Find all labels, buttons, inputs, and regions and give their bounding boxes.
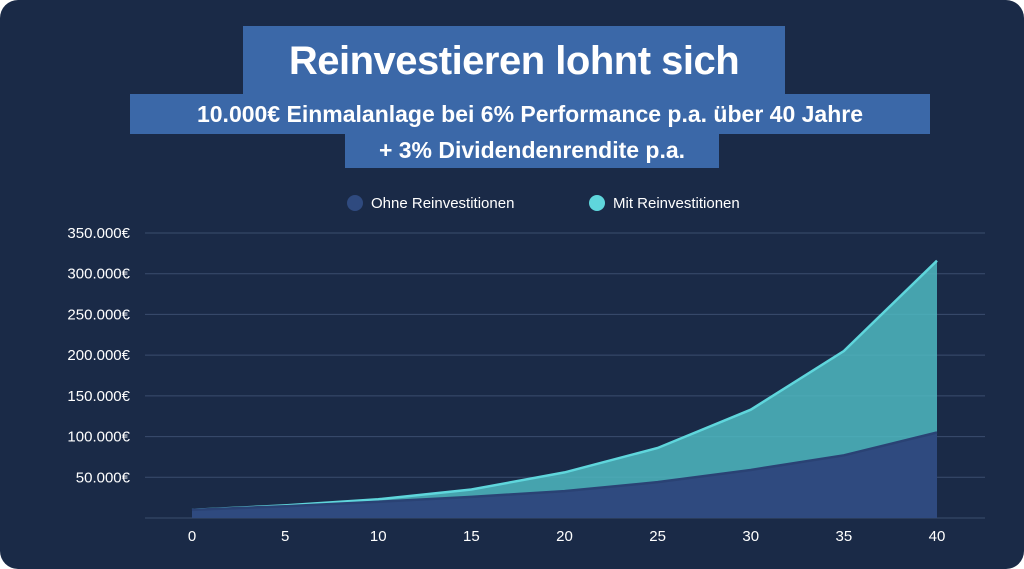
y-tick-label: 300.000€ xyxy=(67,266,130,283)
area-mit-reinvestitionen xyxy=(192,260,937,518)
y-tick-label: 100.000€ xyxy=(67,429,130,446)
legend-label-mit: Mit Reinvestitionen xyxy=(613,195,740,212)
x-tick-label: 5 xyxy=(281,528,289,545)
line-mit-reinvestitionen xyxy=(191,259,938,512)
subtitle-line-2: + 3% Dividendenrendite p.a. xyxy=(345,132,719,168)
chart-title: Reinvestieren lohnt sich xyxy=(288,38,740,83)
x-tick-label: 15 xyxy=(463,528,480,545)
x-tick-label: 10 xyxy=(370,528,387,545)
x-axis-ticks: 0 5 10 15 20 25 30 35 40 xyxy=(188,528,946,545)
x-tick-label: 25 xyxy=(649,528,666,545)
legend: Ohne Reinvestitionen Mit Reinvestitionen xyxy=(347,195,740,212)
legend-label-ohne: Ohne Reinvestitionen xyxy=(371,195,514,212)
x-tick-label: 20 xyxy=(556,528,573,545)
x-tick-label: 30 xyxy=(742,528,759,545)
x-tick-label: 40 xyxy=(929,528,946,545)
legend-marker-ohne xyxy=(347,195,363,211)
y-tick-label: 150.000€ xyxy=(67,388,130,405)
y-tick-label: 200.000€ xyxy=(67,347,130,364)
y-axis-ticks: 50.000€ 100.000€ 150.000€ 200.000€ 250.000€ 3… xyxy=(67,225,130,486)
y-tick-label: 350.000€ xyxy=(67,225,130,242)
subtitle-line-1: 10.000€ Einmalanlage bei 6% Performance … xyxy=(130,94,930,134)
series-areas xyxy=(191,259,938,518)
y-tick-label: 50.000€ xyxy=(76,469,131,486)
x-tick-label: 0 xyxy=(188,528,196,545)
y-tick-label: 250.000€ xyxy=(67,306,130,323)
x-tick-label: 35 xyxy=(836,528,853,545)
area-ohne-reinvestitionen xyxy=(192,432,937,518)
legend-marker-mit xyxy=(589,195,605,211)
line-ohne-reinvestitionen xyxy=(191,431,938,512)
title-box: Reinvestieren lohnt sich xyxy=(243,26,785,96)
